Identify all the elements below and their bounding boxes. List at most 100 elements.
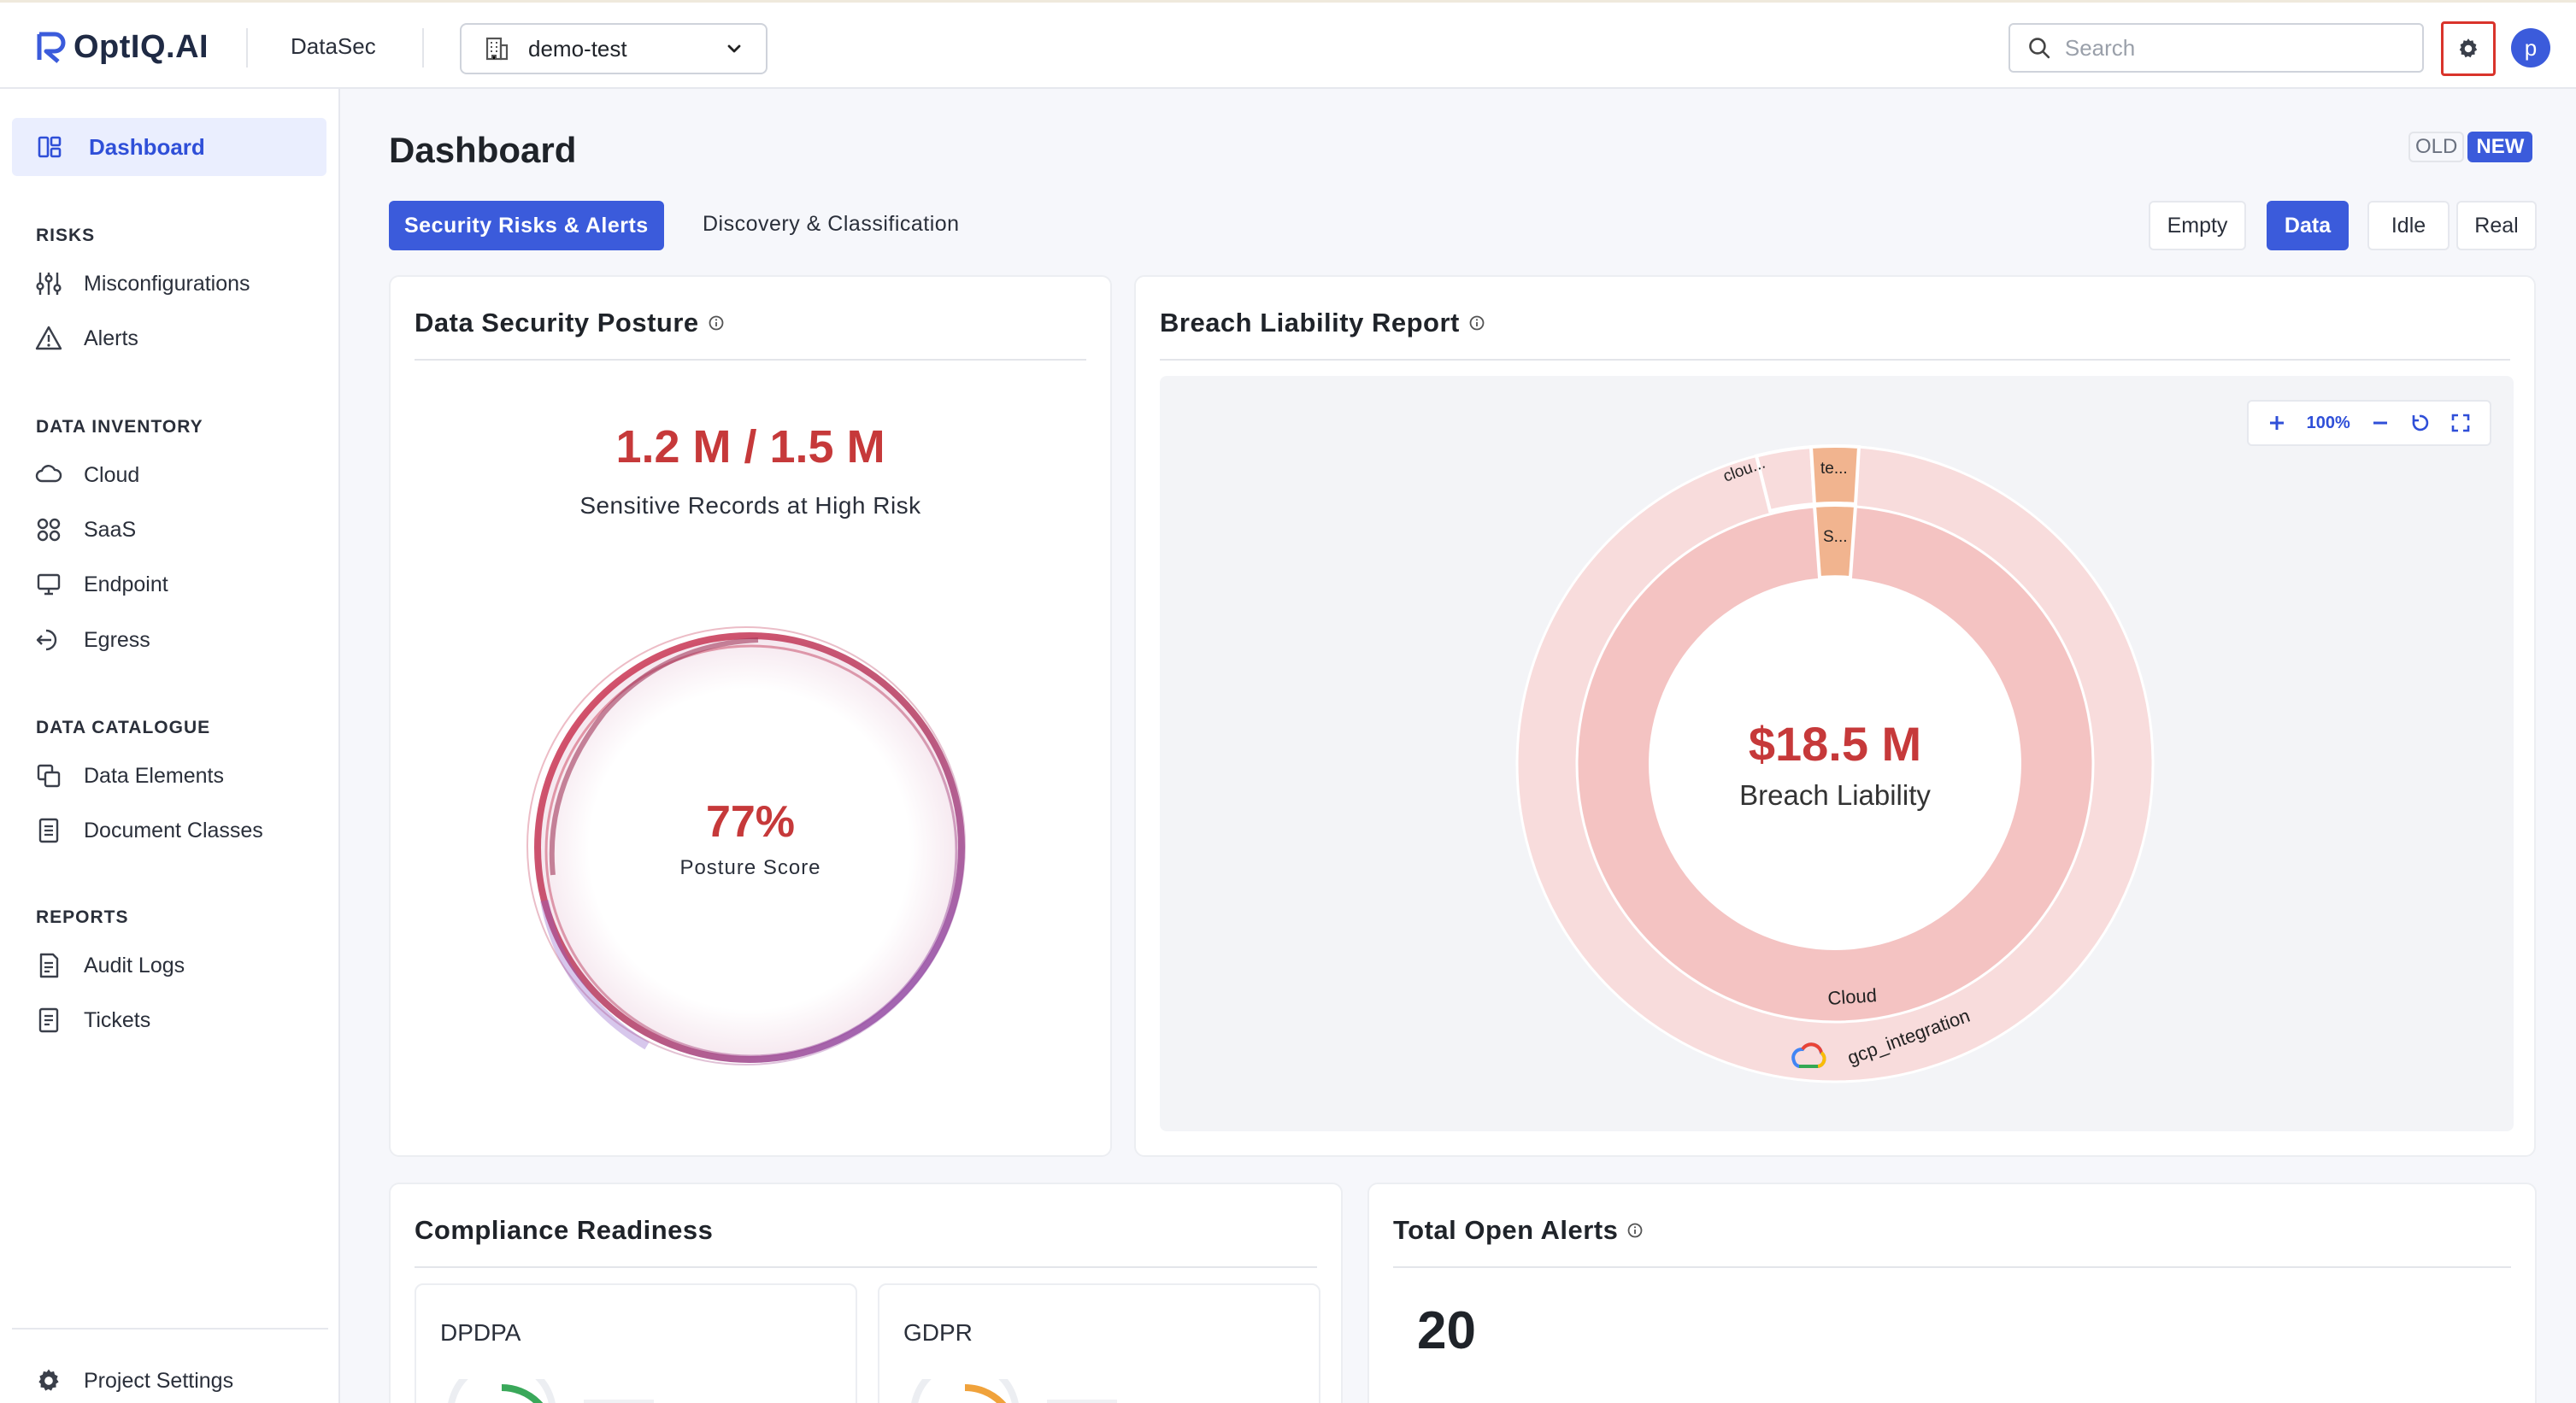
alerts-title: Total Open Alerts — [1393, 1215, 1619, 1245]
section-title-data-catalogue: DATA CATALOGUE — [36, 718, 211, 737]
sliders-icon — [36, 273, 62, 295]
project-select[interactable]: demo-test — [460, 23, 768, 74]
compliance-framework-gdpr[interactable]: GDPR — [878, 1283, 1320, 1403]
section-title-data-inventory: DATA INVENTORY — [36, 417, 203, 437]
sidebar-item-alerts[interactable]: Alerts — [34, 321, 138, 355]
dashboard-icon — [38, 136, 62, 158]
breach-donut: clou... te... S... Cloud gcp_integration… — [1515, 443, 2155, 1083]
version-toggle[interactable]: OLD NEW — [2408, 132, 2533, 162]
sidebar-item-audit-logs[interactable]: Audit Logs — [34, 948, 185, 983]
info-icon[interactable] — [1626, 1222, 1644, 1239]
sidebar-item-label: Audit Logs — [84, 953, 185, 977]
breach-total-label: Breach Liability — [1739, 779, 1931, 811]
version-old-option[interactable]: OLD — [2408, 132, 2465, 162]
search-input[interactable] — [2064, 34, 2405, 62]
breach-total: $18.5 M — [1749, 717, 1921, 771]
page-title: Dashboard — [389, 130, 577, 170]
mode-empty-button[interactable]: Empty — [2149, 201, 2246, 250]
sidebar-item-egress[interactable]: Egress — [34, 623, 150, 657]
inner-label-s: S... — [1823, 528, 1848, 546]
breach-title: Breach Liability Report — [1160, 308, 1460, 338]
sidebar-item-label: Project Settings — [84, 1368, 234, 1393]
gauge-value-placeholder — [1047, 1400, 1117, 1403]
posture-title: Data Security Posture — [415, 308, 699, 338]
sidebar-item-document-classes[interactable]: Document Classes — [34, 813, 263, 848]
compliance-framework-dpdpa[interactable]: DPDPA — [415, 1283, 857, 1403]
search-box[interactable] — [2008, 23, 2424, 73]
outer-label-te: te... — [1820, 460, 1848, 478]
card-title: Total Open Alerts — [1393, 1215, 1644, 1246]
sidebar-item-label: SaaS — [84, 517, 137, 542]
sidebar-item-label: Egress — [84, 627, 150, 652]
info-icon[interactable] — [1468, 314, 1485, 332]
copy-icon — [37, 764, 61, 788]
document-icon — [38, 818, 59, 843]
zoom-in-icon[interactable] — [2267, 414, 2286, 432]
inner-label-cloud: Cloud — [1827, 984, 1878, 1009]
logo[interactable]: OptIQ.AI — [34, 25, 209, 69]
apps-grid-icon — [37, 518, 61, 542]
sidebar-item-label: Dashboard — [89, 133, 205, 160]
mode-idle-button[interactable]: Idle — [2367, 201, 2450, 250]
posture-orb — [526, 626, 966, 1065]
sidebar-item-project-settings[interactable]: Project Settings — [34, 1364, 233, 1398]
mode-real-button[interactable]: Real — [2456, 201, 2537, 250]
tab-security-risks-alerts[interactable]: Security Risks & Alerts — [389, 201, 664, 250]
sidebar-item-data-elements[interactable]: Data Elements — [34, 759, 224, 793]
sidebar-item-label: Endpoint — [84, 572, 168, 596]
divider — [415, 359, 1086, 361]
open-alerts-card: Total Open Alerts 20 — [1367, 1183, 2537, 1403]
fullscreen-icon[interactable] — [2450, 413, 2471, 433]
top-bar: OptIQ.AI DataSec demo-test p — [0, 0, 2576, 89]
warning-icon — [35, 326, 62, 350]
ticket-icon — [38, 1007, 59, 1033]
building-icon — [485, 37, 509, 61]
info-icon[interactable] — [708, 314, 725, 332]
high-risk-records: 1.2 M / 1.5 M — [615, 421, 885, 473]
gear-icon — [38, 1369, 59, 1391]
section-title-reports: REPORTS — [36, 907, 129, 927]
sidebar-item-label: Cloud — [84, 462, 140, 487]
posture-score-label: Posture Score — [679, 856, 821, 879]
high-risk-records-label: Sensitive Records at High Risk — [579, 492, 921, 519]
monitor-icon — [37, 573, 61, 596]
zoom-controls: 100% — [2247, 400, 2491, 446]
divider — [1160, 359, 2510, 361]
sidebar-item-label: Misconfigurations — [84, 271, 250, 296]
open-alerts-count: 20 — [1417, 1301, 1476, 1360]
donut-hole — [1649, 578, 2021, 950]
sidebar-item-misconfigurations[interactable]: Misconfigurations — [34, 267, 250, 301]
orb-wisp — [549, 637, 759, 876]
gauge-value-placeholder — [584, 1400, 654, 1403]
avatar[interactable]: p — [2511, 28, 2550, 68]
posture-score-value: 77% — [705, 797, 796, 847]
zoom-level: 100% — [2306, 413, 2350, 432]
breach-liability-card: Breach Liability Report 100% clou... te.… — [1134, 275, 2536, 1157]
section-title-risks: RISKS — [36, 226, 96, 245]
orb-ring — [544, 644, 958, 1058]
version-new-option[interactable]: NEW — [2467, 132, 2533, 162]
card-title: Breach Liability Report — [1160, 308, 1485, 338]
sidebar-item-cloud[interactable]: Cloud — [34, 458, 139, 492]
settings-button[interactable] — [2441, 21, 2496, 76]
sidebar: Dashboard RISKS Misconfigurations Alerts… — [0, 89, 340, 1403]
card-title: Compliance Readiness — [415, 1215, 713, 1246]
logo-text: OptIQ.AI — [74, 28, 209, 65]
sidebar-item-dashboard[interactable]: Dashboard — [12, 118, 326, 176]
breach-chart-canvas[interactable]: 100% clou... te... S... Cloud gcp_integr… — [1160, 376, 2514, 1131]
sidebar-item-endpoint[interactable]: Endpoint — [34, 567, 168, 602]
sidebar-item-label: Alerts — [84, 326, 138, 350]
divider — [422, 28, 424, 68]
compliance-title: Compliance Readiness — [415, 1215, 714, 1245]
tab-discovery-classification[interactable]: Discovery & Classification — [703, 212, 960, 236]
reset-icon[interactable] — [2409, 413, 2430, 433]
sidebar-item-tickets[interactable]: Tickets — [34, 1003, 150, 1037]
app-name: DataSec — [291, 33, 376, 59]
card-title: Data Security Posture — [415, 308, 725, 338]
cloud-icon — [35, 465, 62, 483]
zoom-out-icon[interactable] — [2371, 414, 2390, 432]
sidebar-item-saas[interactable]: SaaS — [34, 513, 136, 547]
mode-data-button[interactable]: Data — [2267, 201, 2349, 250]
sidebar-item-label: Document Classes — [84, 818, 263, 842]
inner-segment-s[interactable] — [1812, 503, 1858, 580]
